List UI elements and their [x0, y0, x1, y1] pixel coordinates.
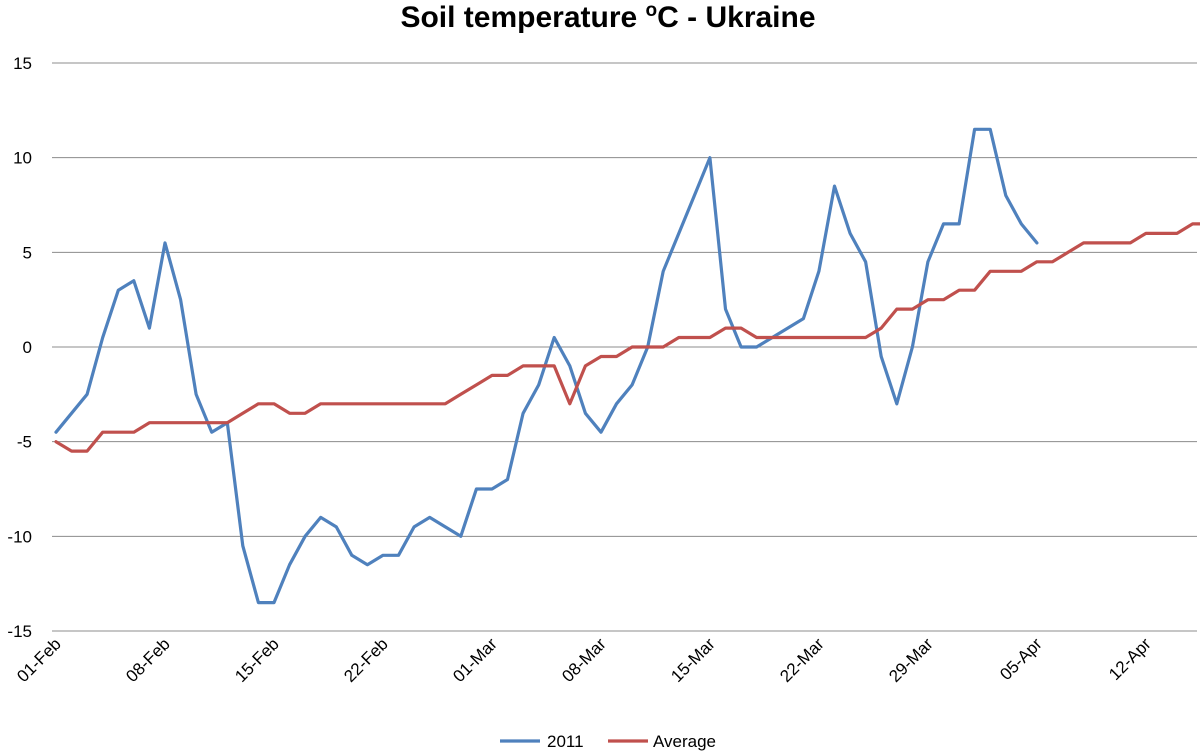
x-tick-label: 08-Mar: [558, 634, 610, 686]
x-tick-label: 15-Feb: [231, 634, 283, 686]
x-tick-label: 01-Feb: [13, 634, 65, 686]
x-tick-label: 05-Apr: [996, 634, 1046, 684]
x-tick-label: 12-Apr: [1105, 634, 1155, 684]
legend-label-average: Average: [653, 732, 716, 751]
chart-title: Soil temperature oC - Ukraine: [400, 0, 815, 34]
y-tick-label: 15: [13, 54, 32, 73]
y-tick-label: -10: [7, 527, 32, 546]
y-tick-label: 10: [13, 149, 32, 168]
chart-title-superscript: o: [646, 0, 658, 21]
y-axis-ticks: -15 -10 -5 0 5 10 15: [7, 54, 32, 641]
series-line-average: [54, 222, 1200, 453]
y-tick-label: -5: [17, 433, 32, 452]
y-tick-label: 5: [23, 243, 32, 262]
x-tick-label: 22-Feb: [340, 634, 392, 686]
x-tick-label: 22-Mar: [776, 634, 828, 686]
series-lines: [54, 127, 1200, 605]
x-tick-label: 29-Mar: [885, 634, 937, 686]
legend-label-2011: 2011: [547, 732, 584, 751]
legend: 2011 Average: [500, 732, 716, 751]
x-axis-ticks: 01-Feb 08-Feb 15-Feb 22-Feb 01-Mar 08-Mar 15-M…: [13, 634, 1155, 686]
y-tick-label: 0: [23, 338, 32, 357]
gridlines: [52, 62, 1197, 632]
x-tick-label: 08-Feb: [122, 634, 174, 686]
chart-title-main: Soil temperature: [400, 1, 645, 34]
y-tick-label: -15: [7, 622, 32, 641]
x-tick-label: 15-Mar: [667, 634, 719, 686]
chart-title-suffix: C - Ukraine: [657, 1, 815, 34]
x-tick-label: 01-Mar: [449, 634, 501, 686]
